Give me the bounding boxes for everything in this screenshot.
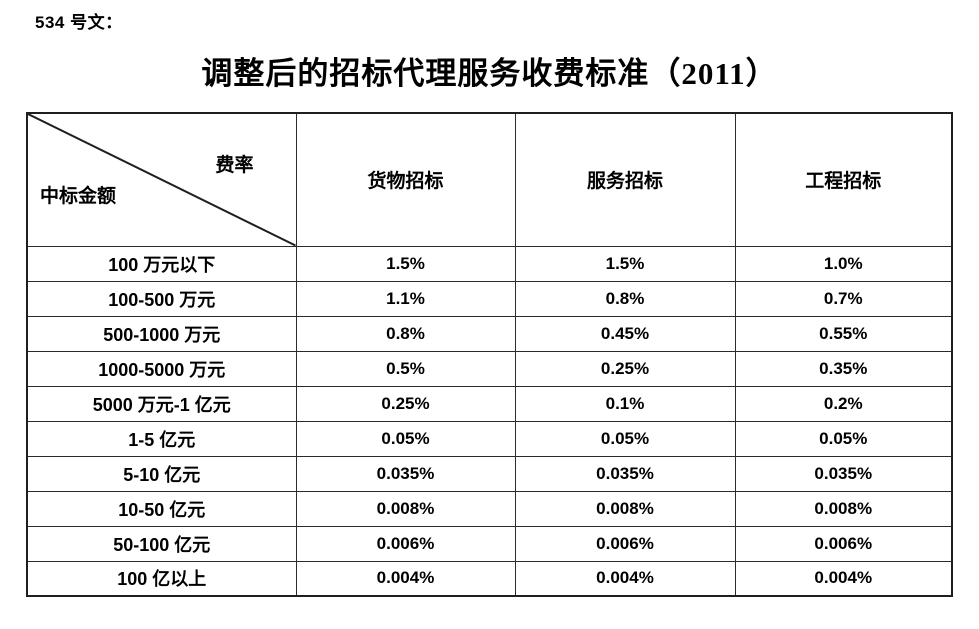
table-row: 10-50 亿元 0.008% 0.008% 0.008% xyxy=(26,490,953,527)
amount-range-cell: 5-10 亿元 xyxy=(26,455,297,492)
amount-range-cell: 100 万元以下 xyxy=(26,245,297,282)
diagonal-corner-cell: 费率 中标金额 xyxy=(26,112,297,247)
table-row: 50-100 亿元 0.006% 0.006% 0.006% xyxy=(26,525,953,562)
rate-value-cell: 0.035% xyxy=(295,455,516,492)
amount-range-cell: 5000 万元-1 亿元 xyxy=(26,385,297,422)
rate-value-cell: 0.008% xyxy=(295,490,516,527)
table-row: 100 亿以上 0.004% 0.004% 0.004% xyxy=(26,560,953,597)
rate-value-cell: 0.1% xyxy=(514,385,736,422)
table-row: 100 万元以下 1.5% 1.5% 1.0% xyxy=(26,245,953,282)
rate-value-cell: 0.004% xyxy=(734,560,953,597)
rate-value-cell: 0.008% xyxy=(514,490,736,527)
table-row: 500-1000 万元 0.8% 0.45% 0.55% xyxy=(26,315,953,352)
column-header-goods: 货物招标 xyxy=(295,112,516,247)
corner-label-amount: 中标金额 xyxy=(40,185,117,207)
table-row: 100-500 万元 1.1% 0.8% 0.7% xyxy=(26,280,953,317)
amount-range-cell: 10-50 亿元 xyxy=(26,490,297,527)
rate-value-cell: 0.05% xyxy=(295,420,516,457)
rate-value-cell: 0.25% xyxy=(295,385,516,422)
rate-value-cell: 1.5% xyxy=(295,245,516,282)
rate-value-cell: 1.0% xyxy=(734,245,953,282)
amount-range-cell: 500-1000 万元 xyxy=(26,315,297,352)
rate-value-cell: 1.5% xyxy=(514,245,736,282)
amount-range-cell: 1-5 亿元 xyxy=(26,420,297,457)
table-row: 1-5 亿元 0.05% 0.05% 0.05% xyxy=(26,420,953,457)
amount-range-cell: 1000-5000 万元 xyxy=(26,350,297,387)
column-header-engineering: 工程招标 xyxy=(734,112,953,247)
rate-value-cell: 0.006% xyxy=(514,525,736,562)
rate-value-cell: 0.035% xyxy=(514,455,736,492)
rate-value-cell: 0.008% xyxy=(734,490,953,527)
table-header-row: 费率 中标金额 货物招标 服务招标 工程招标 xyxy=(26,112,953,247)
rate-value-cell: 0.45% xyxy=(514,315,736,352)
rate-value-cell: 0.006% xyxy=(734,525,953,562)
rate-value-cell: 0.25% xyxy=(514,350,736,387)
table-row: 5-10 亿元 0.035% 0.035% 0.035% xyxy=(26,455,953,492)
rate-value-cell: 0.8% xyxy=(295,315,516,352)
rate-value-cell: 0.2% xyxy=(734,385,953,422)
table-row: 1000-5000 万元 0.5% 0.25% 0.35% xyxy=(26,350,953,387)
rate-value-cell: 0.05% xyxy=(514,420,736,457)
rate-value-cell: 1.1% xyxy=(295,280,516,317)
amount-range-cell: 100 亿以上 xyxy=(26,560,297,597)
rate-value-cell: 0.55% xyxy=(734,315,953,352)
rate-value-cell: 0.5% xyxy=(295,350,516,387)
fee-rate-table: 费率 中标金额 货物招标 服务招标 工程招标 100 万元以下 1.5% 1.5% 1… xyxy=(26,112,953,597)
column-header-services: 服务招标 xyxy=(514,112,736,247)
rate-value-cell: 0.004% xyxy=(295,560,516,597)
amount-range-cell: 100-500 万元 xyxy=(26,280,297,317)
rate-value-cell: 0.035% xyxy=(734,455,953,492)
rate-value-cell: 0.8% xyxy=(514,280,736,317)
rate-value-cell: 0.006% xyxy=(295,525,516,562)
page-title: 调整后的招标代理服务收费标准（2011） xyxy=(201,56,778,91)
rate-value-cell: 0.05% xyxy=(734,420,953,457)
rate-value-cell: 0.004% xyxy=(514,560,736,597)
corner-label-rate: 费率 xyxy=(215,155,254,176)
table-row: 5000 万元-1 亿元 0.25% 0.1% 0.2% xyxy=(26,385,953,422)
rate-value-cell: 0.35% xyxy=(734,350,953,387)
document-number-label: 534 号文： xyxy=(35,13,123,32)
diagonal-divider-line xyxy=(28,114,296,246)
table-body: 100 万元以下 1.5% 1.5% 1.0% 100-500 万元 1.1% 0.8% 0.… xyxy=(26,245,953,597)
rate-value-cell: 0.7% xyxy=(734,280,953,317)
amount-range-cell: 50-100 亿元 xyxy=(26,525,297,562)
